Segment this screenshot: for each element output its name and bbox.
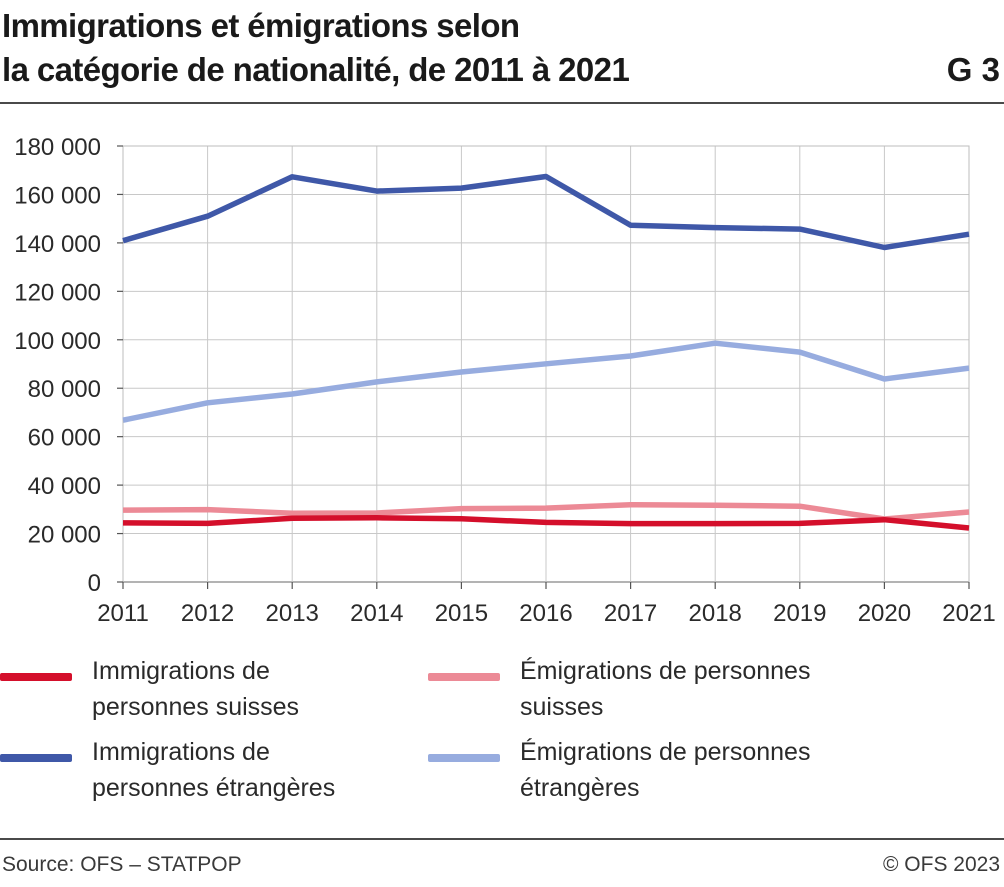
x-tick-label: 2019 — [773, 600, 826, 627]
y-tick-label: 40 000 — [28, 473, 101, 500]
copyright-note: © OFS 2023 — [882, 853, 1000, 876]
y-tick-label: 20 000 — [28, 522, 101, 549]
series-line-emigrations-de-personnes-etrangeres — [122, 340, 970, 423]
legend-item: Émigrations de personnes suisses — [428, 653, 820, 725]
y-tick-label: 80 000 — [28, 376, 101, 403]
x-tick-label: 2017 — [604, 600, 657, 627]
y-tick-label: 140 000 — [14, 231, 101, 258]
legend-swatch — [0, 754, 72, 762]
source-note: Source: OFS – STATPOP — [2, 853, 242, 876]
legend-item: Émigrations de personnes étrangères — [428, 734, 820, 806]
series-line-immigrations-de-personnes-suisses — [122, 515, 970, 531]
y-tick-label: 100 000 — [14, 328, 101, 355]
x-tick-label: 2013 — [266, 600, 319, 627]
series-lines — [122, 173, 970, 531]
legend-label: Immigrations de personnes suisses — [92, 657, 300, 721]
legend-label: Immigrations de personnes étrangères — [92, 738, 336, 802]
legend-label: Émigrations de personnes suisses — [520, 657, 811, 721]
legend-item: Immigrations de personnes étrangères — [0, 734, 392, 806]
bottom-divider — [0, 838, 1004, 840]
top-divider — [0, 102, 1004, 104]
y-tick-label: 160 000 — [14, 182, 101, 209]
x-tick-label: 2012 — [181, 600, 234, 627]
x-tick-label: 2011 — [97, 600, 149, 627]
x-tick-label: 2015 — [435, 600, 488, 627]
series-line-emigrations-de-personnes-suisses — [122, 501, 970, 522]
y-tick-label: 60 000 — [28, 425, 101, 452]
chart-title: Immigrations et émigrations selon la cat… — [2, 4, 902, 92]
x-tick-label: 2018 — [689, 600, 742, 627]
line-chart: 0 20 000 40 000 60 000 80 000 100 000 120 000 1… — [14, 134, 996, 627]
series-line-immigrations-de-personnes-etrangeres — [122, 173, 970, 251]
legend-item: Immigrations de personnes suisses — [0, 653, 392, 725]
title-line-2: la catégorie de nationalité, de 2011 à 2… — [2, 51, 630, 88]
x-tick-label: 2021 — [942, 600, 995, 627]
title-line-1: Immigrations et émigrations selon — [2, 7, 520, 44]
y-tick-label: 180 000 — [14, 134, 101, 161]
legend-swatch — [428, 754, 500, 762]
x-tick-label: 2016 — [519, 600, 572, 627]
legend-swatch — [0, 673, 72, 681]
y-tick-label: 0 — [88, 570, 101, 597]
figure-number: G 3 — [946, 51, 1000, 88]
y-tick-label: 120 000 — [14, 279, 101, 306]
x-axis-ticks: 2011 2012 2013 2014 2015 2016 2017 2018 2019 2020… — [97, 582, 996, 627]
legend-swatch — [428, 673, 500, 681]
x-tick-label: 2014 — [350, 600, 403, 627]
y-axis-ticks: 0 20 000 40 000 60 000 80 000 100 000 120 000 1… — [14, 134, 123, 597]
legend-label: Émigrations de personnes étrangères — [520, 738, 811, 802]
legend: Immigrations de personnes suisses Émigrat… — [0, 650, 1004, 810]
x-tick-label: 2020 — [858, 600, 911, 627]
